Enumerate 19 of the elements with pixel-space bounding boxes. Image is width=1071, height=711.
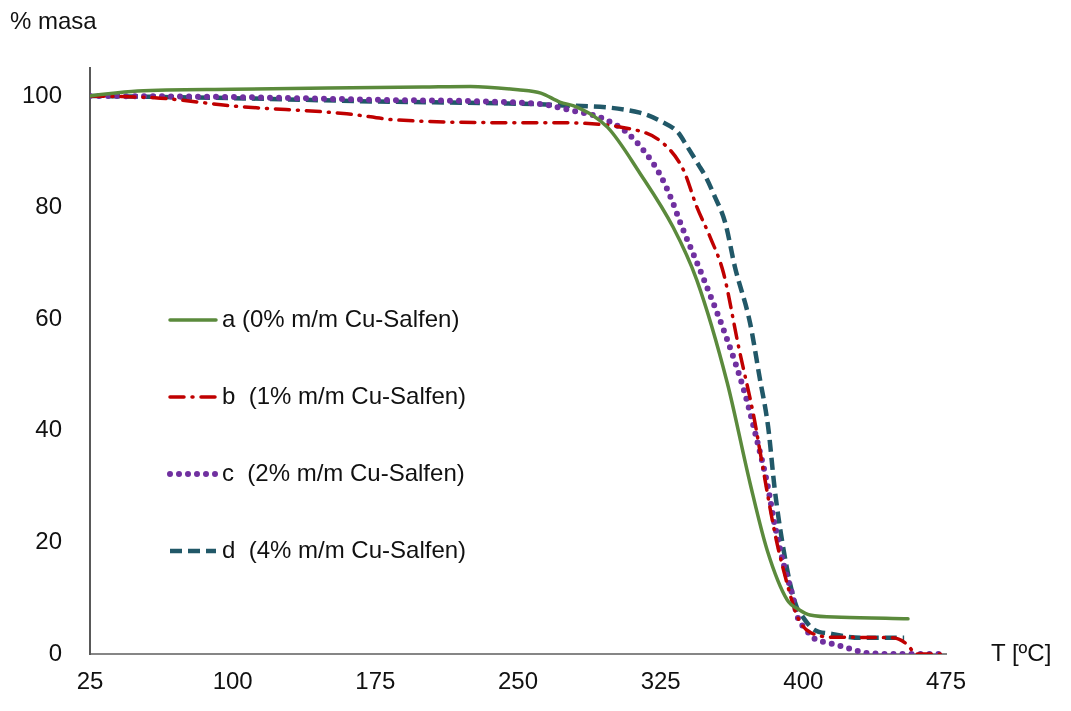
y-tick-label: 100 xyxy=(21,80,62,108)
x-tick-label: 100 xyxy=(212,667,253,695)
y-tick-label: 0 xyxy=(48,638,62,666)
y-tick-label: 60 xyxy=(35,303,62,331)
x-tick-label: 175 xyxy=(355,667,396,695)
x-tick-label: 25 xyxy=(76,667,104,695)
y-axis-title: % masa xyxy=(10,6,98,34)
y-tick-label: 80 xyxy=(35,192,62,220)
legend-label: d (4% m/m Cu-Salfen) xyxy=(222,535,467,563)
legend-label: b (1% m/m Cu-Salfen) xyxy=(222,381,467,409)
x-tick-label: 250 xyxy=(497,667,539,695)
y-tick-label: 20 xyxy=(35,527,62,555)
legend-label: c (2% m/m Cu-Salfen) xyxy=(222,458,465,486)
x-axis-title: T [ºC] xyxy=(991,638,1052,666)
x-tick-label: 475 xyxy=(925,667,967,695)
x-tick-label: 400 xyxy=(783,667,824,695)
legend-label: a (0% m/m Cu-Salfen) xyxy=(222,304,460,332)
y-tick-label: 40 xyxy=(35,415,62,443)
x-tick-label: 325 xyxy=(640,667,681,695)
